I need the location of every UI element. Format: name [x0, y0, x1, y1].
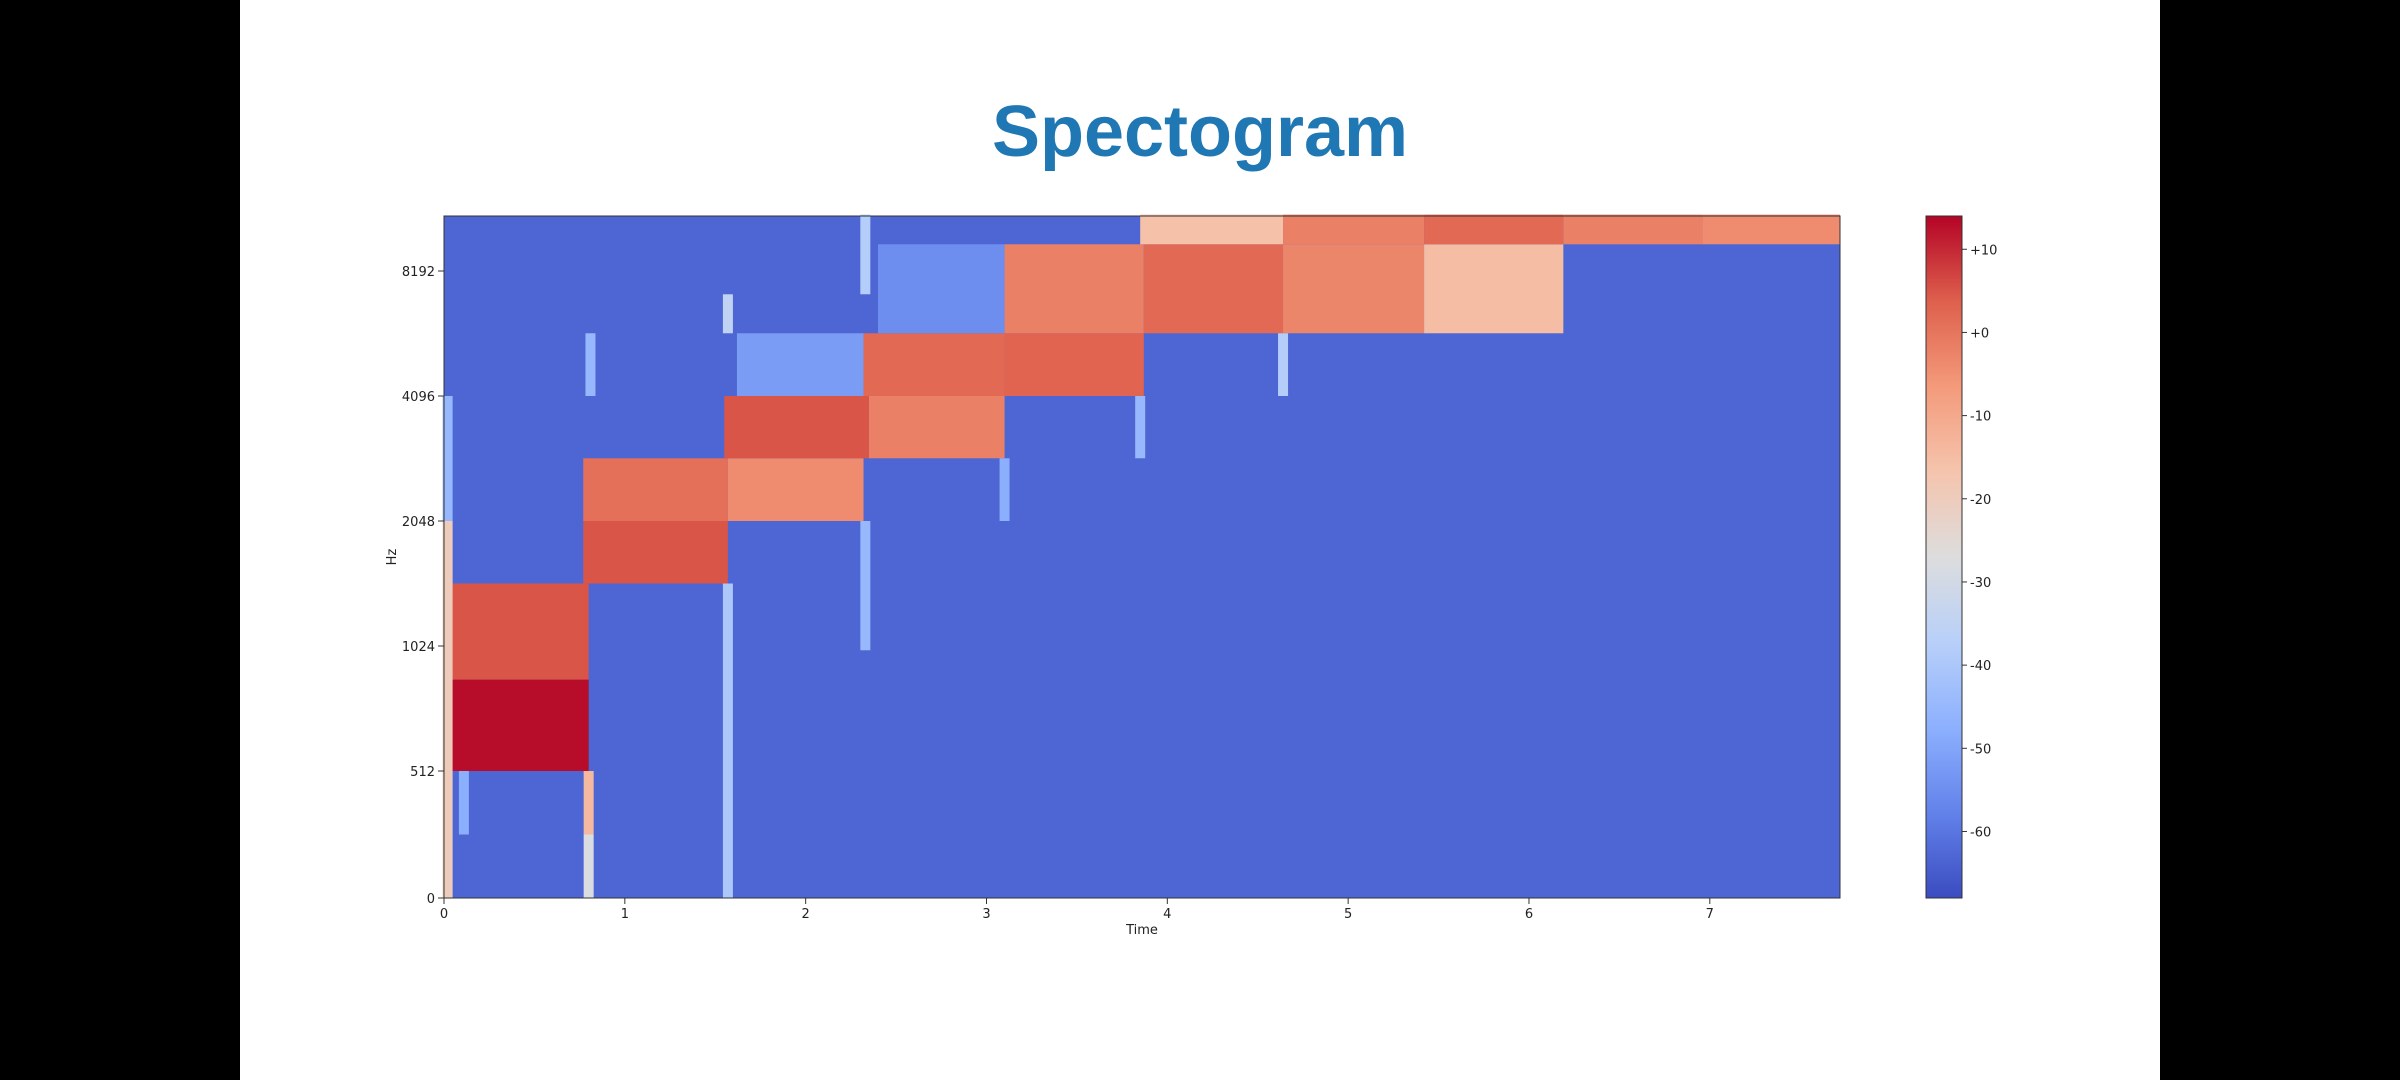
y-tick-label: 0	[427, 892, 435, 907]
colorbar-tick-label: -10	[1970, 410, 1991, 425]
plot-frame	[443, 215, 1841, 899]
spectrogram-cell	[444, 679, 589, 771]
spectrogram-streak	[722, 294, 733, 334]
spectrogram-cell	[736, 333, 864, 396]
x-tick-label: 0	[440, 907, 448, 922]
spectrogram-streak	[722, 583, 733, 898]
colorbar-tick-label: -40	[1970, 659, 1991, 674]
spectrogram-streak	[442, 396, 453, 521]
spectrogram-streak	[1135, 396, 1146, 459]
x-axis-label: Time	[1125, 923, 1158, 938]
spectrogram-cell	[583, 458, 728, 521]
spectrogram-cell	[1702, 214, 1840, 245]
spectrogram-cell	[1563, 214, 1703, 245]
spectrogram-cell	[444, 583, 589, 680]
y-tick-label: 512	[410, 765, 435, 780]
y-axis-label: Hz	[385, 549, 400, 566]
spectrogram-streak	[860, 214, 871, 295]
y-tick-label: 8192	[402, 265, 435, 280]
spectrogram-streak	[583, 771, 594, 835]
spectrogram-cell	[1424, 214, 1564, 245]
spectrogram-cell	[1283, 214, 1425, 245]
spectrogram-cell	[583, 521, 728, 584]
spectrogram-cell	[724, 396, 869, 459]
y-tick-label: 4096	[402, 390, 435, 405]
slide: Spectogram 0 1 2 3 4 5 6 7 0 512 1024 2048 4096 8192 T…	[240, 0, 2160, 1080]
y-tick-label: 2048	[402, 515, 435, 530]
spectrogram-cell	[877, 244, 1005, 334]
chart-title: Spectogram	[991, 92, 1409, 172]
spectrogram-streak	[585, 333, 596, 396]
x-tick-label: 7	[1706, 907, 1714, 922]
colorbar-tick-label: +10	[1970, 243, 1997, 258]
spectrogram-streak	[458, 771, 469, 835]
spectrogram-cell	[1424, 244, 1564, 334]
y-tick-label: 1024	[402, 640, 435, 655]
axes: 0 1 2 3 4 5 6 7 0 512 1024 2048 4096 8192 Time Hz	[385, 215, 1841, 938]
colorbar: +10 +0 -10 -20 -30 -40 -50 -60	[1925, 215, 1997, 899]
spectrogram-streak	[999, 458, 1010, 521]
colorbar-tick-label: -60	[1970, 825, 1991, 840]
x-tick-label: 6	[1525, 907, 1533, 922]
spectrogram-chart: 0 1 2 3 4 5 6 7 0 512 1024 2048 4096 8192 Time Hz +10 +0…	[385, 214, 1997, 938]
spectrogram-streak	[860, 521, 871, 651]
x-tick-label: 4	[1163, 907, 1171, 922]
colorbar-scale	[1925, 215, 1963, 899]
x-tick-label: 3	[982, 907, 990, 922]
spectrogram-streak	[583, 834, 594, 898]
spectrogram-cell	[727, 458, 864, 521]
colorbar-tick-label: +0	[1970, 326, 1989, 341]
spectrogram-cell	[1143, 244, 1284, 334]
spectrogram-cell	[1004, 244, 1144, 334]
spectrogram-cell	[1283, 244, 1425, 334]
x-tick-label: 5	[1344, 907, 1352, 922]
spectrogram-streak	[442, 521, 453, 898]
colorbar-tick-label: -30	[1970, 576, 1991, 591]
x-tick-label: 1	[621, 907, 629, 922]
spectrogram-cell	[868, 396, 1005, 459]
spectrogram-streak	[1278, 333, 1289, 396]
plot-area	[442, 214, 1840, 898]
spectrogram-cell	[863, 333, 1005, 396]
spectrogram-cell	[1004, 333, 1144, 396]
colorbar-tick-label: -50	[1970, 742, 1991, 757]
spectrogram-cell	[1140, 214, 1284, 245]
colorbar-tick-label: -20	[1970, 493, 1991, 508]
x-tick-label: 2	[802, 907, 810, 922]
